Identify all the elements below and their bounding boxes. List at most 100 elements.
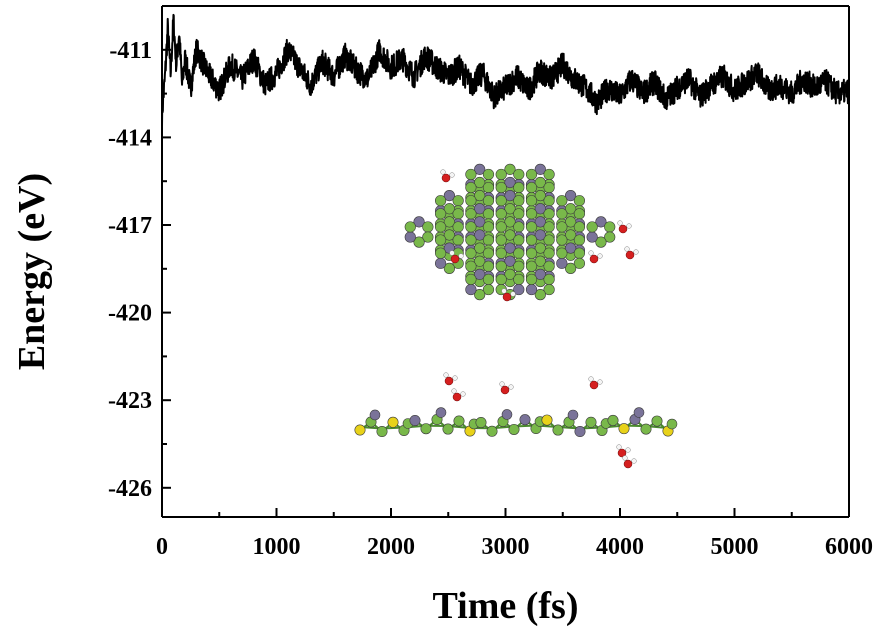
hydrogen-atom: [633, 249, 639, 255]
atom-sphere: [465, 247, 477, 259]
atom-sphere: [452, 221, 464, 233]
atom-sphere: [369, 409, 381, 421]
atom-sphere: [504, 242, 516, 254]
hydrogen-atom: [622, 455, 628, 461]
atom-sphere: [465, 168, 477, 181]
atom-sphere: [556, 257, 568, 269]
y-tick-label: -417: [108, 213, 152, 239]
atom-sphere: [434, 257, 447, 269]
atom-sphere: [443, 190, 455, 202]
oxygen-atom: [618, 224, 628, 234]
atom-sphere: [604, 221, 616, 233]
atom-sphere: [543, 283, 555, 296]
atom-sphere: [452, 234, 464, 246]
atom-sphere: [495, 234, 507, 246]
atom-sphere: [422, 231, 434, 243]
atom-sphere: [666, 418, 678, 430]
atom-sphere: [513, 181, 525, 194]
hydrogen-atom: [588, 250, 594, 256]
atom-sphere: [508, 423, 520, 435]
atom-sphere: [543, 221, 555, 233]
atom-sphere: [465, 221, 477, 233]
atom-sphere: [434, 221, 447, 233]
atom-sphere: [534, 242, 546, 254]
hydrogen-atom: [508, 384, 514, 390]
atom-sphere: [504, 255, 516, 267]
atom-sphere: [565, 216, 577, 228]
atom-sphere: [413, 236, 425, 248]
atom-sphere: [495, 181, 507, 194]
atom-sphere: [504, 229, 516, 241]
atom-sphere: [387, 416, 399, 428]
y-tick-label: -420: [108, 301, 152, 327]
hydrogen-atom: [460, 391, 466, 397]
atom-sphere: [495, 195, 507, 207]
atom-sphere: [504, 190, 516, 202]
oxygen-atom: [617, 448, 627, 458]
hydrogen-atom: [443, 372, 449, 378]
atom-sphere: [482, 195, 495, 207]
atom-sphere: [556, 208, 568, 220]
atom-sphere: [573, 221, 586, 233]
atom-sphere: [525, 195, 538, 207]
atom-sphere: [443, 262, 455, 275]
atom-sphere: [422, 221, 434, 233]
oxygen-atom: [441, 173, 451, 183]
atom-sphere: [474, 216, 486, 228]
atom-sphere: [513, 221, 525, 233]
atom-sphere: [404, 231, 416, 243]
atom-sphere: [495, 221, 507, 233]
atom-sphere: [452, 208, 464, 220]
atom-sphere: [482, 247, 495, 259]
atom-sphere: [504, 268, 516, 280]
atom-sphere: [573, 257, 586, 269]
atom-sphere: [534, 289, 546, 301]
atom-sphere: [534, 255, 546, 267]
hydrogen-atom: [624, 246, 630, 252]
hydrogen-atom: [626, 223, 632, 229]
oxygen-atom: [444, 376, 454, 386]
atom-sphere: [585, 416, 597, 428]
atom-sphere: [354, 424, 366, 436]
atom-sphere: [482, 283, 495, 296]
molecular-structure-inset: [354, 163, 678, 469]
x-tick-label: 6000: [825, 534, 873, 560]
atom-sphere: [519, 414, 531, 426]
y-tick-label: -423: [108, 388, 152, 414]
atom-sphere: [474, 268, 486, 280]
x-tick-label: 2000: [367, 534, 415, 560]
atom-sphere: [452, 195, 464, 207]
atom-sphere: [474, 190, 486, 202]
hydrogen-atom: [597, 253, 603, 259]
atom-sphere: [534, 190, 546, 202]
hydrogen-atom: [449, 172, 455, 178]
atom-sphere: [543, 195, 555, 207]
atom-sphere: [513, 283, 525, 296]
atom-sphere: [525, 260, 538, 272]
atom-sphere: [525, 283, 538, 296]
atom-sphere: [573, 234, 586, 246]
atom-sphere: [465, 208, 477, 220]
atom-sphere: [504, 203, 516, 215]
atom-sphere: [586, 231, 598, 243]
oxygen-atom: [623, 459, 633, 469]
atom-sphere: [556, 195, 568, 207]
atom-sphere: [543, 208, 555, 220]
atom-sphere: [475, 416, 487, 428]
hydrogen-atom: [625, 447, 631, 453]
atom-sphere: [443, 216, 455, 228]
atom-sphere: [543, 181, 555, 194]
atom-sphere: [565, 242, 577, 254]
atom-sphere: [474, 176, 486, 189]
atom-sphere: [573, 208, 586, 220]
atom-sphere: [465, 234, 477, 246]
atom-sphere: [534, 163, 546, 175]
y-tick-label: -426: [108, 476, 152, 502]
atom-sphere: [474, 229, 486, 241]
x-tick-label: 3000: [482, 534, 530, 560]
series-layer: [161, 13, 850, 127]
atom-sphere: [513, 168, 525, 181]
hydrogen-atom: [440, 169, 446, 175]
hydrogen-atom: [616, 444, 622, 450]
